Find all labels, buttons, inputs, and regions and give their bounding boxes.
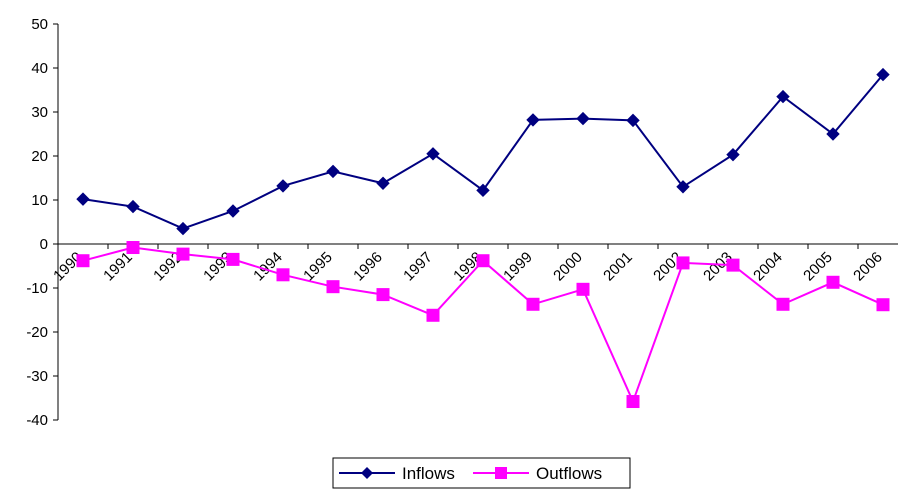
data-point-inflows xyxy=(426,147,440,161)
data-point-inflows xyxy=(326,164,340,179)
data-point-inflows xyxy=(776,89,790,104)
data-point-inflows xyxy=(876,67,890,82)
data-point-inflows xyxy=(126,199,140,214)
data-point-outflows xyxy=(476,254,490,268)
data-point-outflows xyxy=(226,252,240,266)
data-point-outflows xyxy=(676,256,690,270)
x-tick-label: 2001 xyxy=(600,249,636,285)
y-tick-label: -20 xyxy=(26,324,48,341)
data-point-inflows xyxy=(626,113,640,128)
legend: Inflows Outflows xyxy=(332,457,631,489)
series-layer xyxy=(76,67,890,409)
legend-label: Outflows xyxy=(536,464,602,483)
legend-marker-diamond xyxy=(361,467,373,479)
legend-label: Inflows xyxy=(402,464,455,483)
data-point-outflows xyxy=(126,241,140,255)
x-tick-label: 1997 xyxy=(400,249,436,285)
data-point-outflows xyxy=(76,254,90,268)
y-tick-label: 0 xyxy=(40,236,48,253)
data-point-inflows xyxy=(76,192,90,206)
data-point-outflows xyxy=(726,258,740,272)
data-point-outflows xyxy=(826,275,840,289)
data-point-inflows xyxy=(376,176,390,190)
y-tick-label: 40 xyxy=(31,60,48,77)
data-point-inflows xyxy=(476,183,490,198)
y-tick-label: 10 xyxy=(31,192,48,209)
data-point-inflows xyxy=(726,147,740,162)
y-tick-label: -10 xyxy=(26,280,48,297)
data-point-outflows xyxy=(176,247,190,261)
data-point-outflows xyxy=(426,308,440,322)
y-tick-label: -40 xyxy=(26,412,48,429)
data-point-outflows xyxy=(626,395,640,409)
y-tick-label: 50 xyxy=(31,16,48,33)
data-point-inflows xyxy=(526,113,540,127)
y-tick-label: 20 xyxy=(31,148,48,165)
data-point-outflows xyxy=(276,268,290,282)
data-point-outflows xyxy=(576,282,590,296)
data-point-outflows xyxy=(326,280,340,294)
data-point-inflows xyxy=(276,179,290,193)
data-point-outflows xyxy=(876,298,890,312)
x-tick-label: 1995 xyxy=(300,249,336,285)
data-point-inflows xyxy=(676,180,690,194)
legend-marker-square xyxy=(495,467,507,479)
x-tick-label: 1996 xyxy=(350,249,386,285)
y-tick-label: -30 xyxy=(26,368,48,385)
data-point-outflows xyxy=(526,297,540,311)
data-point-inflows xyxy=(576,111,590,126)
data-point-inflows xyxy=(826,127,840,141)
data-point-inflows xyxy=(226,204,240,218)
series-line-inflows xyxy=(82,73,884,230)
y-tick-label: 30 xyxy=(31,104,48,121)
x-tick-label: 2006 xyxy=(850,249,886,285)
x-tick-label: 2000 xyxy=(550,249,586,285)
data-point-outflows xyxy=(776,297,790,311)
y-axis: 50 40 30 20 10 0 -10 -20 -30 -40 xyxy=(26,16,59,429)
x-tick-label: 2004 xyxy=(750,249,786,285)
data-point-inflows xyxy=(176,221,190,236)
data-point-outflows xyxy=(376,288,390,302)
